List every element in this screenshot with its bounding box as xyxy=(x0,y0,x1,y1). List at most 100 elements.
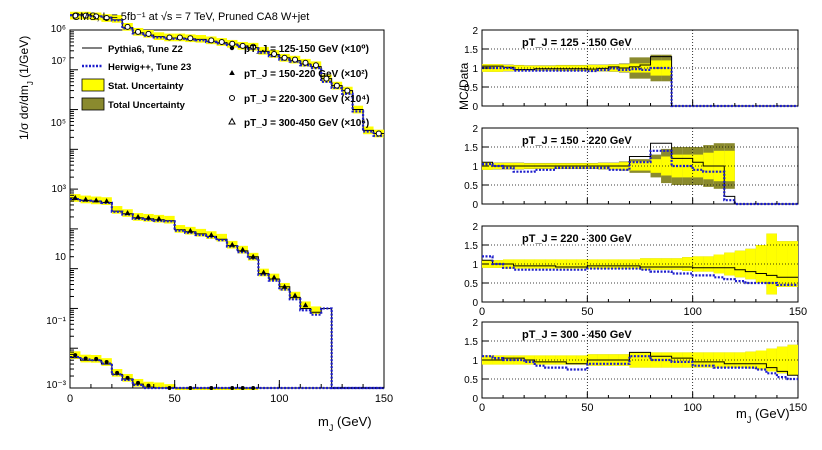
data-point xyxy=(250,253,256,259)
stat-band-bin xyxy=(650,258,662,270)
pythia-ratio-curve xyxy=(482,351,798,376)
legend-label: Herwig++, Tune 23 xyxy=(108,62,191,73)
ratio-panels: 0 0.5 1 1.5 2 pT_J = 125 - 150 GeV 0 0.5 1 1.5 2 pT… xyxy=(464,26,807,414)
stat-band-bin xyxy=(703,352,714,368)
y-tick-label: 10³ xyxy=(52,184,67,195)
data-point xyxy=(136,380,141,385)
stat-band-bin xyxy=(766,233,777,295)
data-point xyxy=(125,375,130,380)
data-point xyxy=(187,227,194,233)
x-tick-label: 50 xyxy=(169,393,181,405)
main-xlabel: mJ (GeV) xyxy=(318,414,372,433)
data-point xyxy=(292,56,299,63)
legend-swatch-stat xyxy=(81,78,105,92)
data-point xyxy=(135,213,141,219)
ratio-panel-4: 0 0.5 1 1.5 2 0 50 100 150 pT_J = 300 - 450 GeV xyxy=(464,318,807,414)
stat-band-bin xyxy=(258,46,269,55)
stat-band-bin xyxy=(629,259,640,269)
stat-band-bin xyxy=(111,15,123,23)
stat-band-bin xyxy=(524,259,535,269)
x-tick-label: 100 xyxy=(683,402,701,414)
data-point xyxy=(271,274,277,280)
legend-marker-dot xyxy=(229,45,235,51)
stat-band-bin xyxy=(524,65,535,71)
x-tick-label: 100 xyxy=(270,393,288,405)
legend-label: Total Uncertainty xyxy=(108,100,186,111)
stat-band-bin xyxy=(566,259,577,269)
stat-band-bin xyxy=(787,241,798,287)
herwig-ratio-curve xyxy=(482,66,798,108)
y-tick-label: 0.5 xyxy=(464,375,478,386)
stat-band-bin xyxy=(766,348,777,372)
ratio-panel-1: 0 0.5 1 1.5 2 pT_J = 125 - 150 GeV xyxy=(464,26,799,113)
stat-band-bin xyxy=(164,215,175,224)
y-tick-label: 1.5 xyxy=(464,337,478,348)
y-tick-label: 0 xyxy=(472,394,478,405)
y-tick-label: 0.5 xyxy=(464,181,478,192)
stat-band-bin xyxy=(640,63,651,73)
herwig-ratio-curve xyxy=(482,355,798,381)
data-point xyxy=(312,62,319,69)
stat-band-bin xyxy=(671,258,683,270)
legend-label: Pythia6, Tune Z2 xyxy=(108,44,183,55)
y-tick-label: 1.5 xyxy=(464,143,478,154)
data-point xyxy=(145,214,152,220)
y-tick-label: 2 xyxy=(472,26,478,37)
data-point xyxy=(271,50,278,57)
stat-band-bin xyxy=(650,60,662,76)
data-point xyxy=(103,15,110,22)
stat-band-bin xyxy=(216,233,227,242)
data-point xyxy=(93,13,100,20)
data-point xyxy=(208,37,215,44)
ratio-ylabel: MC/Data xyxy=(457,62,471,110)
stat-band-bin xyxy=(608,259,619,269)
data-point xyxy=(302,302,309,308)
y-tick-label: 10⁻¹ xyxy=(46,316,66,327)
stat-band-bin xyxy=(153,382,165,388)
y-tick-label: 1 xyxy=(472,260,478,271)
stat-band-bin xyxy=(545,65,556,71)
ratio-panel-label: pT_J = 125 - 150 GeV xyxy=(522,37,632,49)
legend-marker-circle xyxy=(229,95,235,101)
data-point xyxy=(208,232,215,238)
main-ylabel: 1/σ dσ/dmJ (1/GeV) xyxy=(17,36,35,140)
data-point xyxy=(135,28,142,35)
y-tick-label: 10⁷ xyxy=(51,56,66,67)
data-point xyxy=(281,54,288,61)
data-point xyxy=(292,292,298,298)
stat-band-bin xyxy=(692,352,704,368)
y-tick-label: 1 xyxy=(472,356,478,367)
stat-band-bin xyxy=(629,161,640,171)
ratio-panel-label: pT_J = 220 - 300 GeV xyxy=(522,233,632,245)
data-point xyxy=(239,246,246,252)
pythia-ratio-curve xyxy=(482,142,798,205)
data-point xyxy=(251,386,256,390)
stat-band-bin xyxy=(153,32,165,41)
data-point xyxy=(218,38,225,45)
legend-label: pT_J = 150-220 GeV (×10²) xyxy=(244,69,368,80)
y-tick-label: 10 xyxy=(55,252,67,263)
data-point xyxy=(83,356,88,361)
legend-label: Stat. Uncertainty xyxy=(108,81,184,92)
y-tick-label: 1.5 xyxy=(464,45,478,56)
legend-swatch-total xyxy=(81,97,105,111)
x-tick-label: 0 xyxy=(479,402,485,414)
y-tick-label: 2 xyxy=(472,124,478,135)
y-tick-label: 0 xyxy=(472,298,478,309)
x-tick-label: 0 xyxy=(479,306,485,318)
data-point xyxy=(72,12,79,19)
stat-band-bin xyxy=(745,248,756,280)
stat-band-bin xyxy=(640,161,651,171)
main-axes: 0 50 100 150 10⁶ 10⁷ 10⁵ 10³ 10 10⁻¹ 10⁻³ xyxy=(46,24,393,405)
stat-band-bin xyxy=(576,259,588,269)
data-point xyxy=(146,383,151,388)
stat-band-bin xyxy=(576,65,588,71)
stat-band-bin xyxy=(682,257,693,271)
data-point xyxy=(229,40,236,47)
legend-label: pT_J = 300-450 GeV (×10⁶) xyxy=(244,118,369,129)
x-tick-label: 150 xyxy=(375,393,393,405)
data-point xyxy=(124,210,131,216)
stat-band-bin xyxy=(566,355,577,365)
data-point xyxy=(104,360,109,365)
